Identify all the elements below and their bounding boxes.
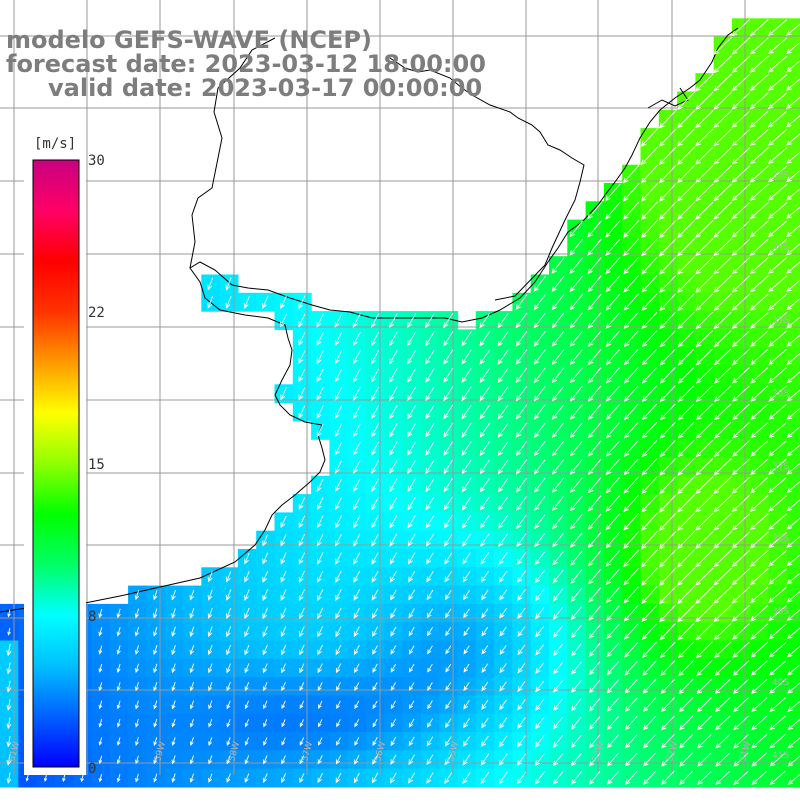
colorbar-tick-8: 8 — [88, 609, 96, 625]
lat-label-40S: 40S — [772, 678, 789, 688]
title-valid-date: valid date: 2023-03-17 00:00:00 — [6, 76, 486, 100]
lat-label-34S: 34S — [772, 242, 789, 252]
title-model: modelo GEFS-WAVE (NCEP) — [6, 28, 486, 52]
lat-label-41S: 41S — [772, 751, 789, 761]
title-forecast-date: forecast date: 2023-03-12 18:00:00 — [6, 52, 486, 76]
lat-label-39S: 39S — [772, 607, 789, 617]
colorbar-tick-0: 0 — [88, 761, 96, 777]
colorbar-gradient — [33, 160, 79, 767]
wind-cell — [787, 769, 800, 788]
lat-label-33S: 33S — [772, 171, 789, 181]
lat-label-38S: 38S — [772, 534, 789, 544]
lat-label-35S: 35S — [772, 316, 789, 326]
title-block: modelo GEFS-WAVE (NCEP) forecast date: 2… — [6, 28, 486, 100]
colorbar-tick-30: 30 — [88, 153, 105, 169]
lat-label-37S: 37S — [772, 462, 789, 472]
colorbar-tick-15: 15 — [88, 457, 105, 473]
colorbar-unit: [m/s] — [34, 136, 76, 152]
colorbar-tick-22: 22 — [88, 305, 105, 321]
lat-label-36S: 36S — [772, 389, 789, 399]
